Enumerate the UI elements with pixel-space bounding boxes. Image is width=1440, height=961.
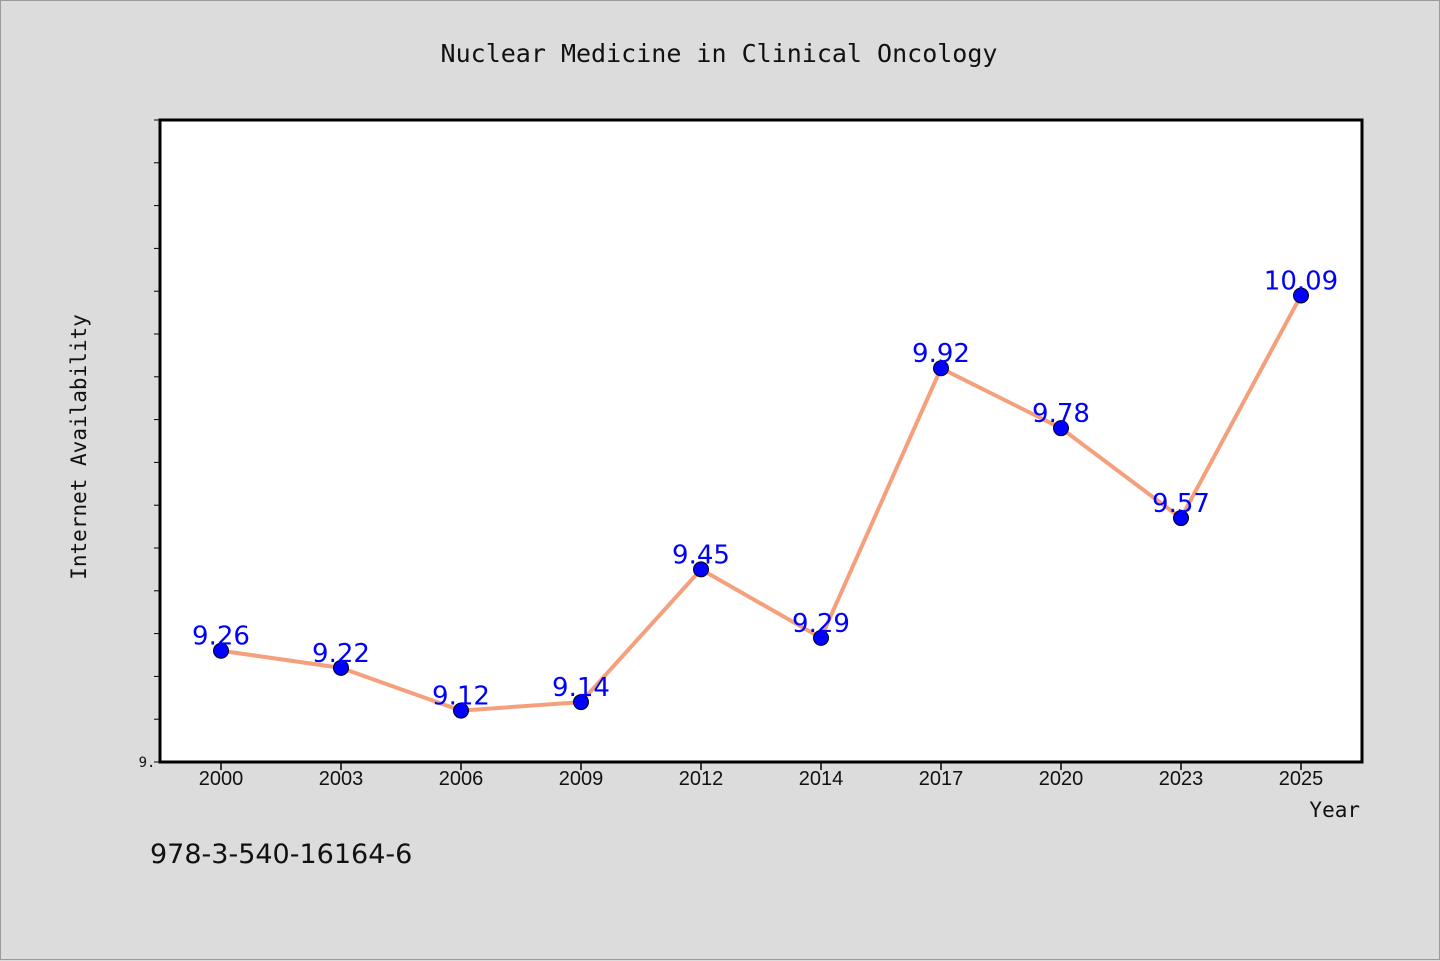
isbn-text: 978-3-540-16164-6 xyxy=(150,839,412,870)
x-tick-label: 2017 xyxy=(919,768,964,790)
series-line-group xyxy=(220,294,1303,713)
data-label: 9.45 xyxy=(672,540,730,570)
data-point xyxy=(1293,287,1309,304)
data-point xyxy=(453,702,469,719)
chart-title: Nuclear Medicine in Clinical Oncology xyxy=(441,39,998,68)
data-label: 9.14 xyxy=(552,673,610,703)
data-label: 9.57 xyxy=(1152,489,1210,519)
data-point xyxy=(1053,420,1069,437)
x-tick-label: 2014 xyxy=(799,768,844,790)
x-tick-label: 2006 xyxy=(439,768,484,790)
data-label: 9.22 xyxy=(312,639,370,669)
data-point xyxy=(813,629,829,646)
data-point xyxy=(693,561,709,578)
plot-area xyxy=(158,118,1364,764)
data-point xyxy=(1173,510,1189,527)
x-tick-label: 2020 xyxy=(1039,768,1084,790)
x-axis-ticks: 2000 2003 2006 2009 2012 2014 2017 2020 2023 2025 xyxy=(199,762,1324,790)
x-tick-label: 2009 xyxy=(559,768,604,790)
y-axis-title: Internet Availability xyxy=(67,314,91,580)
x-tick-label: 2025 xyxy=(1279,768,1324,790)
data-label: 9.12 xyxy=(432,682,490,712)
x-tick-label: 2012 xyxy=(679,768,724,790)
x-tick-label: 2023 xyxy=(1159,768,1204,790)
data-point xyxy=(933,360,949,377)
x-tick-label: 2003 xyxy=(319,768,364,790)
data-point xyxy=(333,659,349,676)
data-point xyxy=(213,642,229,659)
data-labels-group: 9.26 9.22 9.12 9.14 9.45 9.29 9.92 9.78 9.57 10.0… xyxy=(192,266,1338,711)
markers-group xyxy=(213,287,1309,719)
y-tick-label: 9. xyxy=(139,755,156,771)
series-line xyxy=(220,294,1303,713)
x-tick-label: 2000 xyxy=(199,768,244,790)
data-point xyxy=(573,694,589,711)
data-label: 9.29 xyxy=(792,609,850,639)
data-label: 9.78 xyxy=(1032,399,1090,429)
data-label: 9.92 xyxy=(912,339,970,369)
y-axis-ticks xyxy=(154,119,160,763)
data-label: 10.09 xyxy=(1264,266,1338,296)
x-axis-title: Year xyxy=(1309,798,1360,822)
data-label: 9.26 xyxy=(192,622,250,652)
